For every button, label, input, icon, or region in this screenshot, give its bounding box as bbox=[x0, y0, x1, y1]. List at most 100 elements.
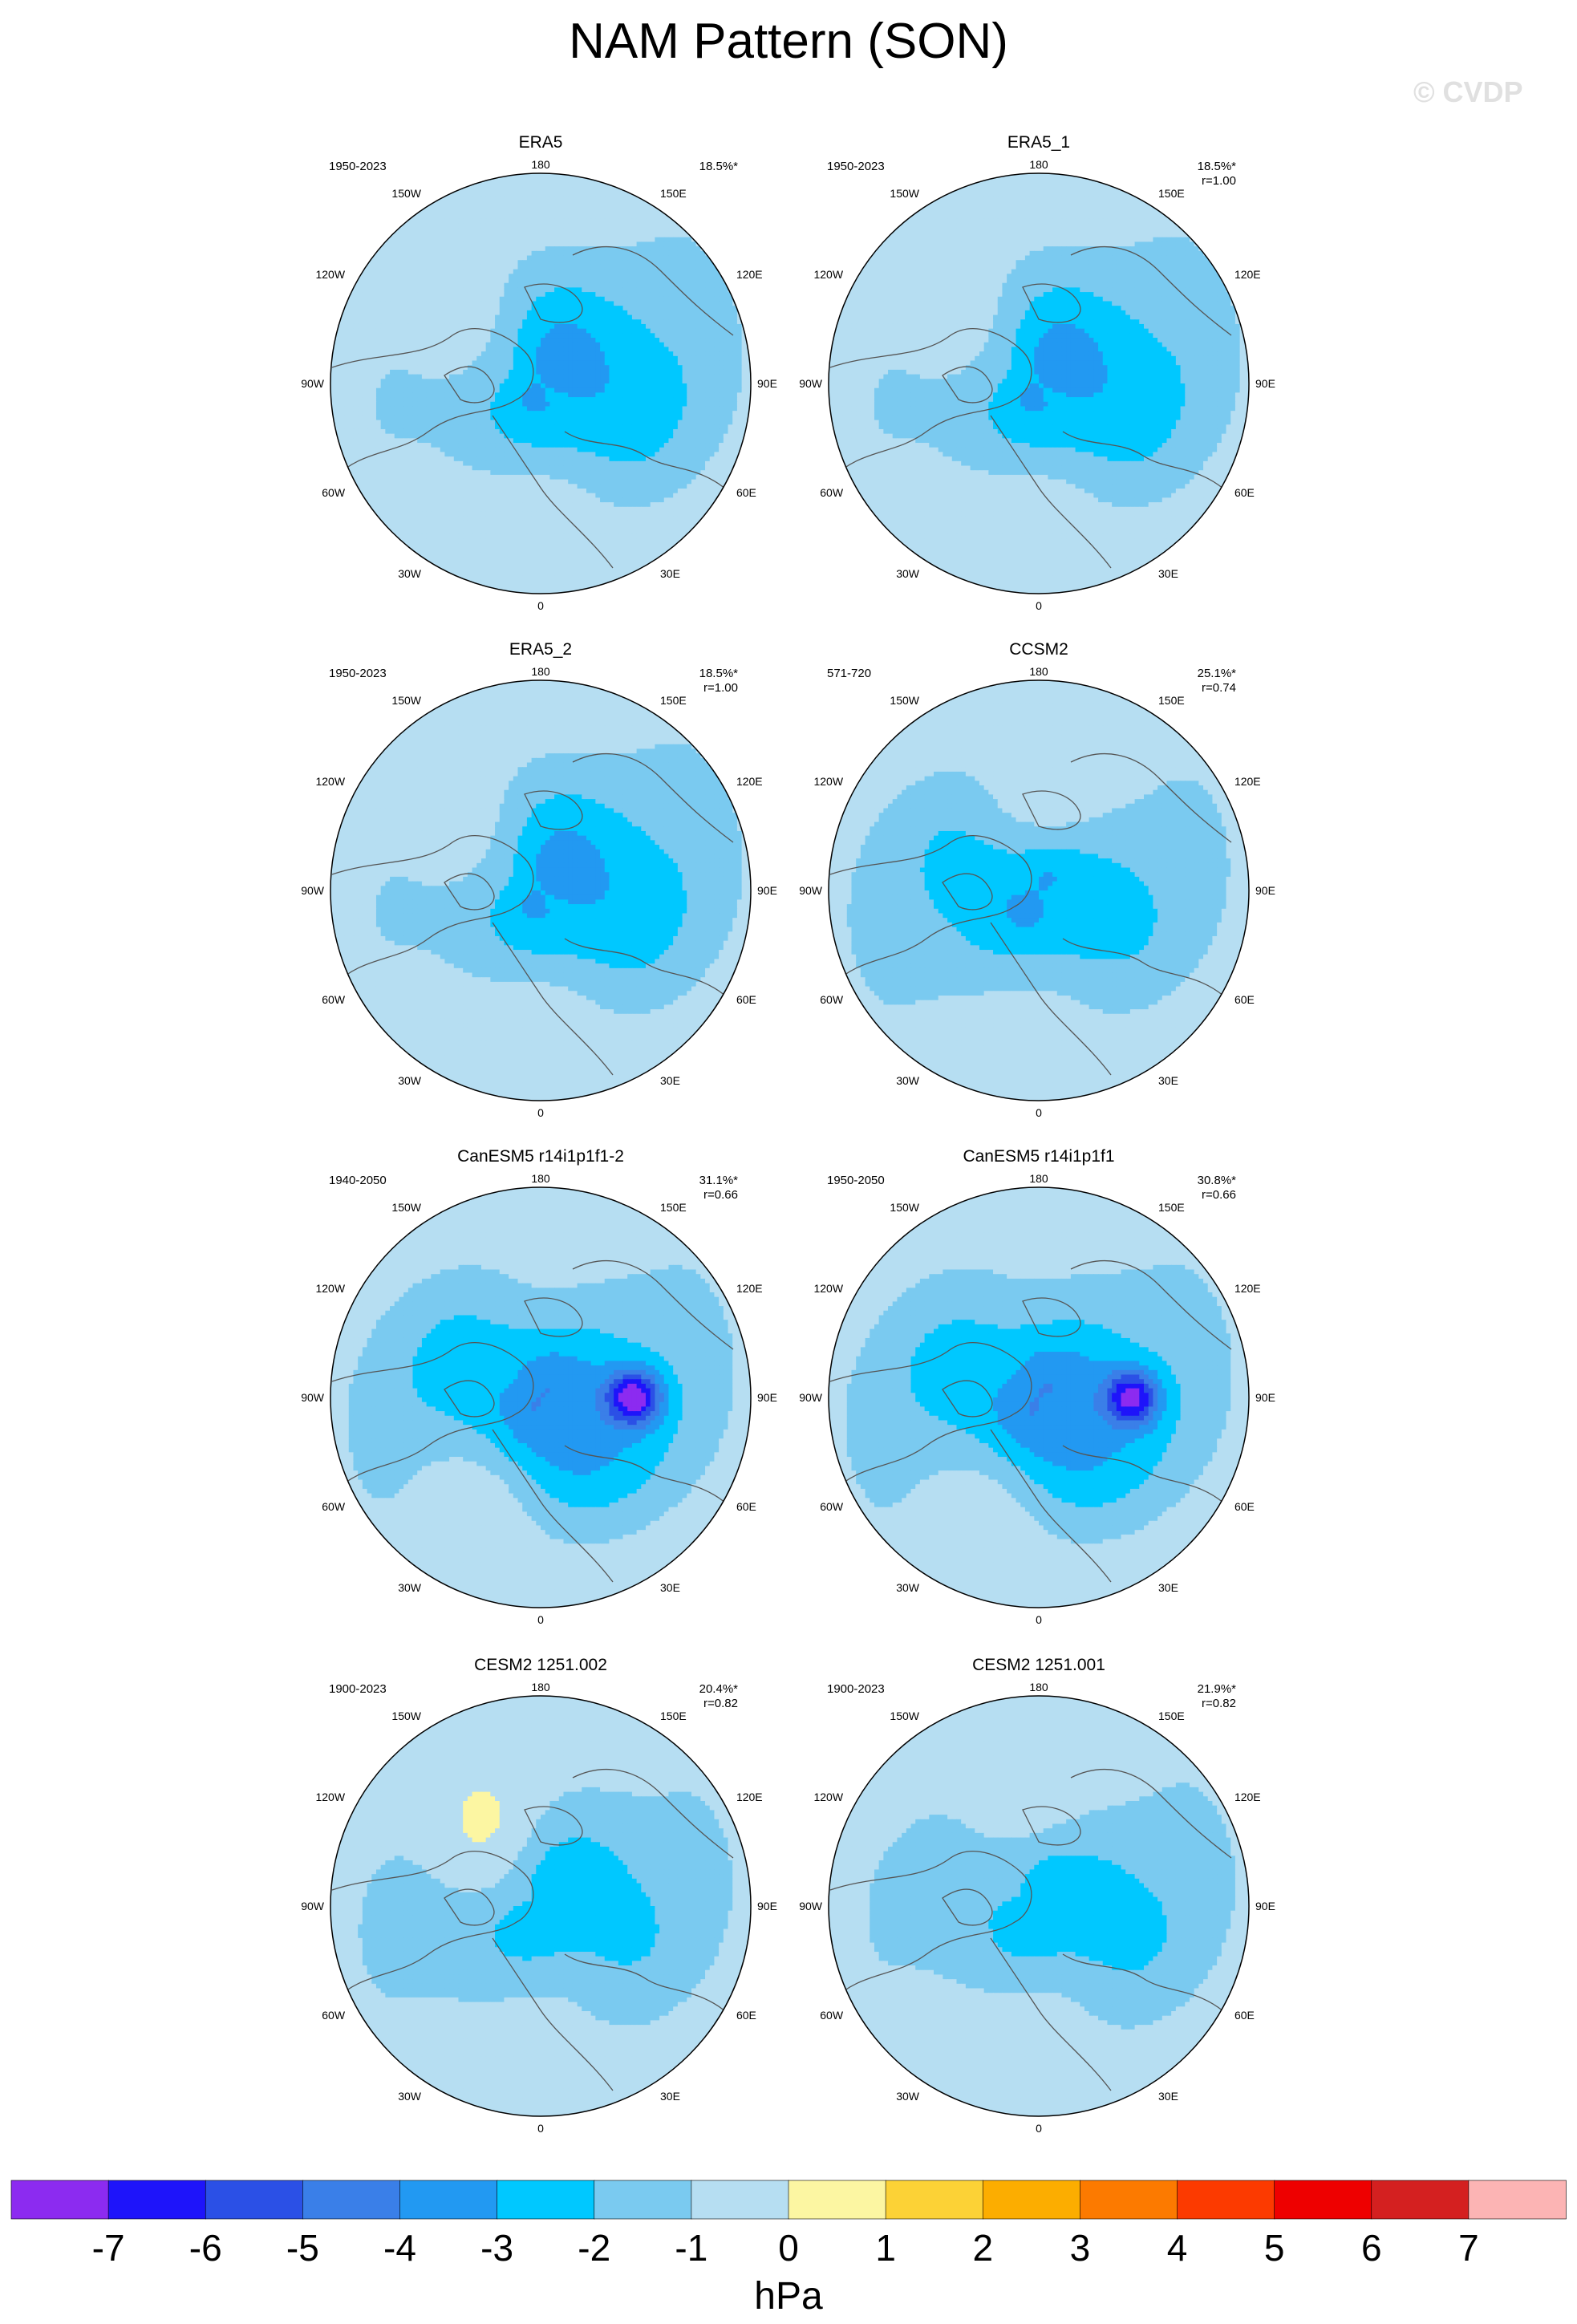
slp-field bbox=[829, 680, 1249, 1101]
map-panel: CanESM5 r14i1p1f1 1950-2050 30.8%*r=0.66 18… bbox=[799, 1147, 1275, 1626]
lon-label: 150W bbox=[890, 694, 919, 707]
lon-label: 60E bbox=[1234, 486, 1255, 499]
map-panel: ERA5 1950-2023 18.5%* 180 0 90W 90E 150W 120W 150… bbox=[301, 133, 777, 612]
colorbar-swatch bbox=[497, 2180, 595, 2220]
watermark: © CVDP bbox=[1413, 75, 1523, 109]
colorbar-swatch bbox=[885, 2180, 984, 2220]
colorbar-swatch bbox=[1080, 2180, 1178, 2220]
panel-correlation: r=0.74 bbox=[1202, 681, 1236, 695]
lon-label: 30W bbox=[398, 1581, 422, 1594]
lon-label: 120E bbox=[736, 775, 763, 788]
lon-label: 60W bbox=[322, 993, 346, 1006]
lon-label: 60E bbox=[1234, 1500, 1255, 1513]
slp-field bbox=[330, 680, 751, 1101]
coastlines bbox=[829, 245, 1232, 569]
panel-variance: 21.9%* bbox=[1198, 1682, 1237, 1696]
lon-label: 120E bbox=[736, 1791, 763, 1803]
panel-years: 1950-2023 bbox=[329, 160, 387, 173]
panel-correlation: r=0.66 bbox=[1202, 1188, 1236, 1202]
lon-label: 0 bbox=[1036, 1613, 1042, 1626]
lon-label: 180 bbox=[531, 665, 550, 678]
lon-label: 90W bbox=[301, 1391, 325, 1404]
lon-label: 30W bbox=[398, 1074, 422, 1087]
panel-correlation: r=0.66 bbox=[703, 1188, 738, 1202]
lon-label: 180 bbox=[531, 1681, 550, 1693]
lon-label: 90E bbox=[1255, 377, 1275, 390]
panel-correlation: r=1.00 bbox=[1202, 174, 1236, 188]
lon-label: 60W bbox=[820, 1500, 844, 1513]
map-panel: CESM2 1251.002 1900-2023 20.4%*r=0.82 180 0 9… bbox=[301, 1656, 777, 2135]
panel-variance: 18.5%* bbox=[699, 667, 739, 680]
panel-years: 1900-2023 bbox=[329, 1682, 387, 1696]
map-panel: CESM2 1251.001 1900-2023 21.9%*r=0.82 180 0 9… bbox=[799, 1656, 1275, 2135]
colorbar-swatch bbox=[10, 2180, 109, 2220]
lon-label: 60W bbox=[322, 2009, 346, 2022]
lon-label: 30W bbox=[896, 1074, 920, 1087]
lon-label: 0 bbox=[1036, 599, 1042, 612]
lon-label: 120W bbox=[813, 1791, 843, 1803]
lon-label: 150E bbox=[660, 187, 687, 200]
panel-correlation: r=0.82 bbox=[703, 1697, 738, 1710]
panel-variance: 18.5%* bbox=[699, 160, 739, 173]
lon-label: 30E bbox=[1158, 1581, 1178, 1594]
lon-label: 120W bbox=[315, 268, 345, 281]
panel-variance: 31.1%* bbox=[699, 1174, 739, 1187]
map-boundary bbox=[828, 172, 1250, 594]
colorbar-swatch bbox=[594, 2180, 692, 2220]
colorbar-tick: -7 bbox=[92, 2227, 125, 2269]
lon-label: 60W bbox=[322, 486, 346, 499]
map-boundary bbox=[828, 1186, 1250, 1608]
lon-label: 180 bbox=[1029, 1172, 1048, 1185]
panels: ERA5 1950-2023 18.5%* 180 0 90W 90E 150W 120W 150… bbox=[301, 133, 1275, 2135]
colorbar-tick: -3 bbox=[480, 2227, 513, 2269]
panel-years: 1950-2023 bbox=[827, 160, 885, 173]
map-boundary bbox=[330, 172, 752, 594]
lon-label: 120W bbox=[813, 268, 843, 281]
lon-label: 120W bbox=[315, 775, 345, 788]
lon-label: 90E bbox=[1255, 1391, 1275, 1404]
lon-label: 120W bbox=[813, 775, 843, 788]
lon-label: 60E bbox=[1234, 2009, 1255, 2022]
lon-label: 0 bbox=[537, 2122, 544, 2135]
panel-correlation: r=0.82 bbox=[1202, 1697, 1236, 1710]
panel-variance: 30.8%* bbox=[1198, 1174, 1237, 1187]
lon-label: 120W bbox=[315, 1791, 345, 1803]
lon-label: 120E bbox=[1234, 775, 1261, 788]
colorbar-swatch bbox=[399, 2180, 498, 2220]
lon-label: 150W bbox=[890, 187, 919, 200]
lon-label: 30E bbox=[660, 2090, 680, 2103]
map-panel: CCSM2 571-720 25.1%*r=0.74 180 0 90W 90E 150W 12… bbox=[799, 640, 1275, 1119]
lon-label: 120E bbox=[736, 268, 763, 281]
lon-label: 30W bbox=[896, 567, 920, 580]
panel-years: 1950-2023 bbox=[329, 667, 387, 680]
slp-field bbox=[829, 173, 1249, 594]
panel-title: ERA5 bbox=[519, 133, 563, 152]
map-panel: ERA5_1 1950-2023 18.5%*r=1.00 180 0 90W 90E 150… bbox=[799, 133, 1275, 612]
panel-title: CESM2 1251.002 bbox=[474, 1656, 607, 1674]
panel-title: CESM2 1251.001 bbox=[972, 1656, 1105, 1674]
lon-label: 180 bbox=[1029, 665, 1048, 678]
map-boundary bbox=[330, 679, 752, 1101]
panel-title: CCSM2 bbox=[1009, 640, 1068, 659]
colorbar-tick: 0 bbox=[778, 2227, 799, 2269]
lon-label: 30E bbox=[1158, 2090, 1178, 2103]
lon-label: 120E bbox=[1234, 1282, 1261, 1295]
coastlines bbox=[331, 245, 734, 569]
lon-label: 150E bbox=[1158, 694, 1185, 707]
lon-label: 0 bbox=[537, 599, 544, 612]
panel-variance: 25.1%* bbox=[1198, 667, 1237, 680]
coastlines bbox=[331, 752, 734, 1076]
colorbar-swatch bbox=[1274, 2180, 1372, 2220]
lon-label: 90E bbox=[757, 884, 777, 897]
colorbar-swatch bbox=[302, 2180, 401, 2220]
lon-label: 120E bbox=[736, 1282, 763, 1295]
colorbar-tick: 5 bbox=[1264, 2227, 1285, 2269]
colorbar-swatch bbox=[788, 2180, 886, 2220]
panel-years: 571-720 bbox=[827, 667, 871, 680]
colorbar-tick: -5 bbox=[286, 2227, 319, 2269]
panel-title: ERA5_1 bbox=[1007, 133, 1070, 152]
lon-label: 0 bbox=[1036, 2122, 1042, 2135]
lon-label: 120E bbox=[1234, 268, 1261, 281]
lon-label: 120E bbox=[1234, 1791, 1261, 1803]
lon-label: 60W bbox=[820, 993, 844, 1006]
